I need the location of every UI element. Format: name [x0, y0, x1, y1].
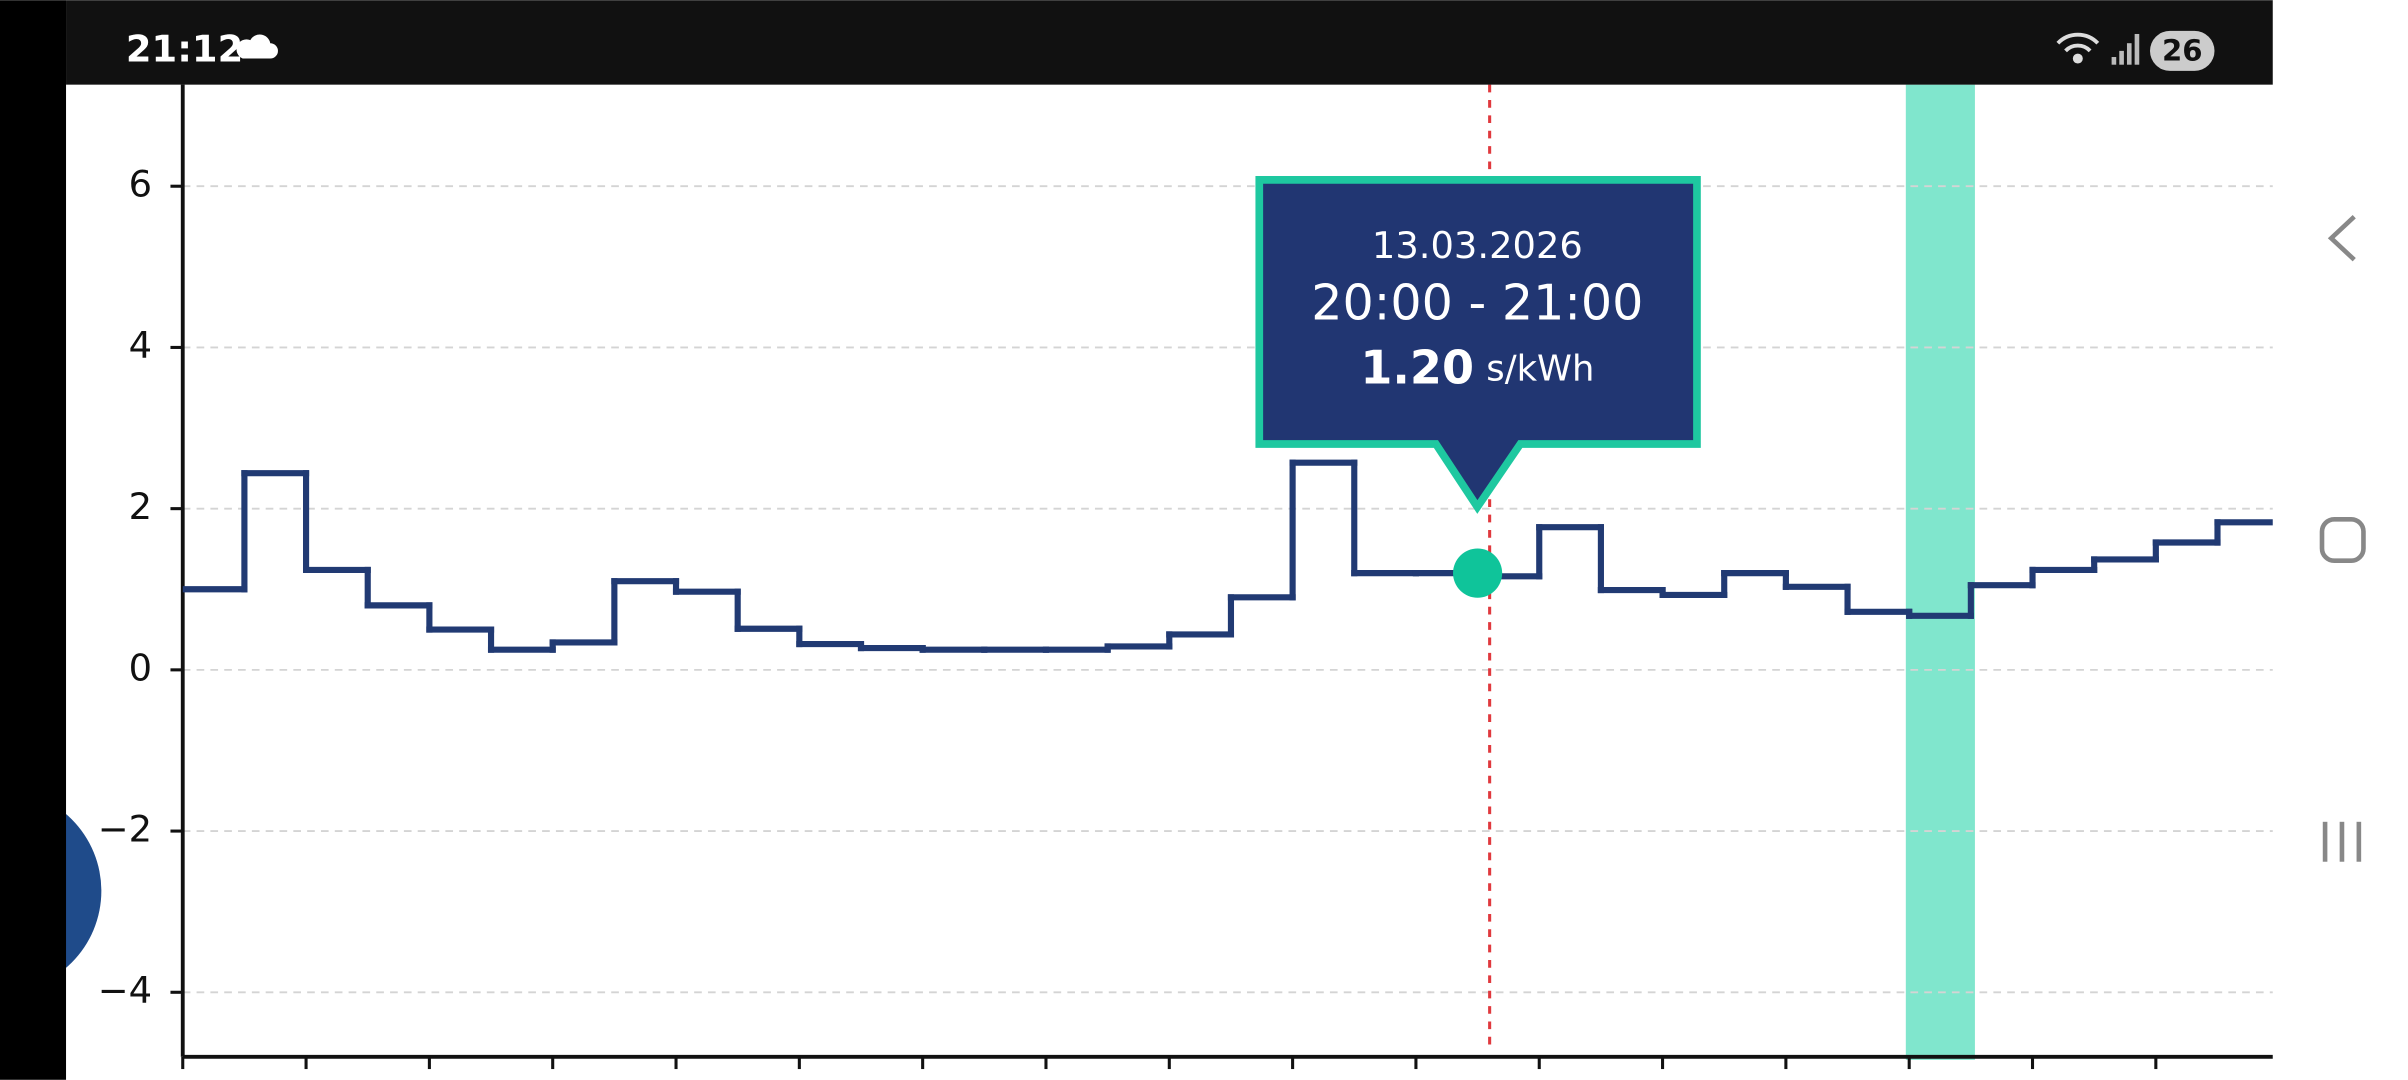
status-time: 21:12 — [126, 27, 243, 70]
tooltip-value: 1.20 s/kWh — [1360, 340, 1594, 394]
back-button[interactable] — [2327, 215, 2356, 262]
tooltip-value-number: 1.20 — [1360, 340, 1474, 394]
tooltip: 13.03.2026 20:00 - 21:00 1.20 s/kWh — [1255, 176, 1701, 514]
tooltip-time: 20:00 - 21:00 — [1311, 273, 1643, 331]
plot: −4 −2 0 2 4 6 13.03.2026 20:00 - 21:00 1.20 s/kWh — [98, 84, 2273, 1070]
tooltip-unit: s/kWh — [1486, 348, 1594, 389]
signal-icon — [2111, 33, 2140, 65]
tooltip-box — [1255, 176, 1701, 514]
wifi-icon — [2056, 32, 2100, 64]
hover-point — [1453, 548, 1503, 598]
weather-icon — [236, 34, 278, 59]
y-tick-label: 6 — [129, 163, 152, 206]
y-tick-label: 0 — [129, 646, 152, 689]
step-line — [182, 459, 2273, 653]
left-edge — [0, 0, 67, 1080]
home-button[interactable] — [2319, 516, 2366, 564]
status-bar — [66, 0, 2273, 85]
recents-button[interactable] — [2322, 821, 2362, 862]
highlight-band — [1905, 84, 1975, 1060]
y-tick-label: 4 — [129, 324, 152, 367]
battery — [2150, 30, 2215, 71]
battery-level: 26 — [2162, 33, 2203, 67]
nav-bar — [2272, 0, 2408, 1080]
tooltip-date: 13.03.2026 — [1372, 224, 1583, 267]
y-tick-label: −2 — [98, 808, 152, 851]
y-tick-label: 2 — [129, 485, 152, 528]
y-tick-label: −4 — [98, 969, 152, 1012]
